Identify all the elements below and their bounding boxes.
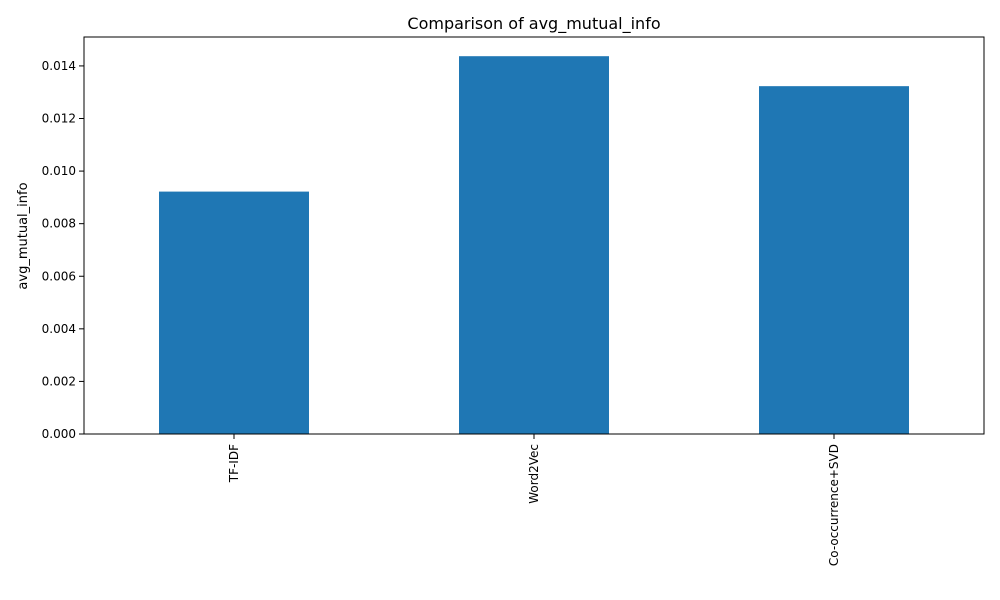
bars-group xyxy=(159,56,909,434)
bar-tf-idf xyxy=(159,191,309,434)
y-tick-label: 0.000 xyxy=(42,427,76,441)
bar-word2vec xyxy=(459,56,609,434)
x-tick-label: TF-IDF xyxy=(227,444,241,483)
x-axis-ticks: TF-IDF Word2Vec Co-occurrence+SVD xyxy=(227,434,841,566)
bar-co-occurrence-svd xyxy=(759,86,909,434)
x-tick-label: Co-occurrence+SVD xyxy=(827,444,841,566)
plot-frame xyxy=(83,36,985,435)
y-tick-label: 0.002 xyxy=(42,374,76,388)
chart-title: Comparison of avg_mutual_info xyxy=(407,14,660,34)
y-tick-label: 0.004 xyxy=(42,322,76,336)
y-tick-label: 0.008 xyxy=(42,217,76,231)
y-tick-label: 0.006 xyxy=(42,269,76,283)
y-axis-label: avg_mutual_info xyxy=(16,182,31,289)
y-tick-label: 0.014 xyxy=(42,59,76,73)
y-axis-ticks: 0.000 0.002 0.004 0.006 0.008 0.010 0.012 0.014 xyxy=(42,59,84,441)
y-tick-label: 0.012 xyxy=(42,112,76,126)
y-tick-label: 0.010 xyxy=(42,164,76,178)
x-tick-label: Word2Vec xyxy=(527,444,541,504)
